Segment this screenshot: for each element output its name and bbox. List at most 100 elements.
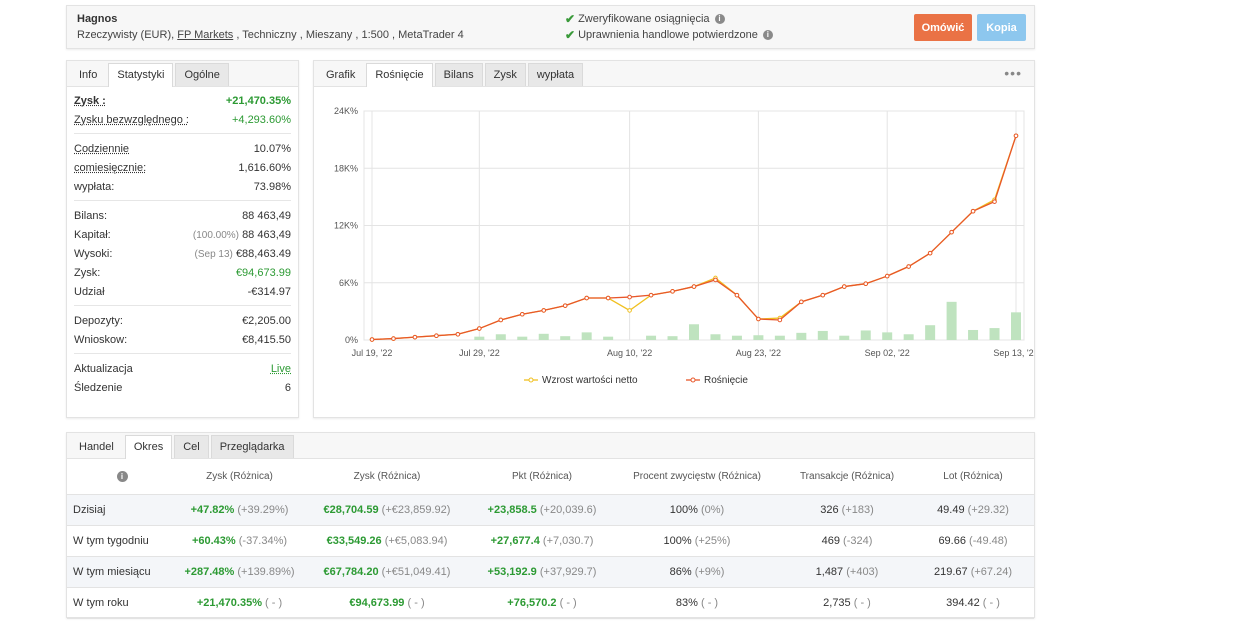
cell: 394.42 ( - ) [912,587,1034,619]
table-row-this-month: W tym miesiącu +287.48% (+139.89%) €67,784… [67,556,1034,588]
stat-label: Depozyty: [74,314,123,327]
col-trades: Transakcje (Różnica) [782,460,912,495]
stat-value: €94,673.99 [235,266,291,279]
info-icon[interactable]: i [762,30,773,40]
bar [560,336,571,340]
account-meta: Rzeczywisty (EUR), FP Markets , Technicz… [77,29,464,41]
cell: 469 (-324) [782,525,912,557]
legend-marker [690,377,696,383]
cell-diff: ( - ) [265,596,283,609]
cell-diff: (+7,030.7) [542,534,594,547]
cell: +27,677.4 (+7,030.7) [472,525,612,557]
tab-growth[interactable]: Rośnięcie [366,63,433,87]
broker-link[interactable]: FP Markets [177,29,234,41]
stats-list: Zysk : +21,470.35% Zysku bezwzględnego : +… [74,91,291,397]
cell-value: 469 [821,534,840,547]
cell: €67,784.20 (+€51,049.41) [302,556,472,588]
stat-value: €88,463.49 [235,247,291,260]
cell-diff: (-324) [843,534,873,547]
stat-interest: Udział -€314.97 [74,282,291,301]
copy-button[interactable]: Kopia [977,14,1026,41]
bar [860,330,871,340]
tab-periods[interactable]: Okres [124,435,173,459]
stat-label[interactable]: Zysku bezwzględnego : [74,113,189,126]
cell-diff: ( - ) [853,596,871,609]
data-point [841,284,847,289]
row-label: W tym miesiącu [67,556,177,588]
stat-drawdown: wypłata: 73.98% [74,177,291,196]
y-tick-label: 6K% [339,278,358,288]
stat-label[interactable]: comiesięcznie: [74,161,147,174]
bar [538,333,549,340]
tab-goals[interactable]: Cel [174,435,209,458]
cell-diff: (0%) [700,503,725,516]
cell-diff: (+29.32) [967,503,1009,516]
data-point [949,229,954,235]
legend-marker [528,377,534,383]
stat-label[interactable]: Codziennie [74,142,130,155]
stat-value: 73.98% [253,180,291,193]
cell-diff: (+37,929.7) [539,565,597,578]
y-tick-label: 0% [345,335,358,345]
cell: 100% (0%) [612,494,782,526]
table-row-this-week: W tym tygodniu +60.43% (-37.34%) €33,549.2… [67,525,1034,557]
stat-sub: (100.00%) [192,229,239,241]
info-icon[interactable]: i [116,471,128,483]
discuss-button[interactable]: Omówić [914,14,972,41]
tab-browser[interactable]: Przeglądarka [210,435,294,458]
stat-label: Kapitał: [74,228,111,241]
data-point [498,317,504,323]
bar [774,335,785,340]
info-icon[interactable]: i [714,14,725,24]
stat-value: +4,293.60% [231,113,291,126]
data-point [391,336,396,341]
bar [474,336,485,340]
cell-value: 394.42 [946,596,980,609]
legend-label: Rośnięcie [704,375,748,386]
cell-diff: ( - ) [700,596,719,609]
bar [646,335,657,340]
cell-diff: ( - ) [559,596,577,609]
cell-value: 2,735 [823,596,851,609]
cell-value: €94,673.99 [349,596,405,609]
bar [731,335,742,340]
periods-table: i Zysk (Różnica) Zysk (Różnica) Pkt (Róż… [67,460,1034,619]
stat-updated: Aktualizacja Live [74,359,291,378]
stat-value: -€314.97 [247,285,291,298]
cell: 100% (+25%) [612,525,782,557]
cell-diff: (+20,039.6) [539,503,597,516]
cell: +23,858.5 (+20,039.6) [472,494,612,526]
live-link[interactable]: Live [270,362,291,375]
tab-drawdown[interactable]: wypłata [527,63,584,86]
col-lots: Lot (Różnica) [912,460,1034,495]
cell-value: 1,487 [815,565,844,578]
cell-value: 83% [675,596,698,609]
bar [817,330,828,340]
stat-monthly: comiesięcznie: 1,616.60% [74,158,291,177]
cell: +53,192.9 (+37,929.7) [472,556,612,588]
stat-label[interactable]: Zysk : [74,94,106,107]
tab-profit[interactable]: Zysk [484,63,526,86]
cell: 326 (+183) [782,494,912,526]
stat-label: wypłata: [74,180,115,193]
privileges-label: Uprawnienia handlowe potwierdzone [578,29,758,41]
tab-info[interactable]: Info [79,69,98,81]
bar [581,332,592,340]
cell-value: 326 [820,503,839,516]
stat-value: 10.07% [253,142,291,155]
cell: 86% (+9%) [612,556,782,588]
tab-general[interactable]: Ogólne [175,63,229,86]
stat-value: 88 463,49 [242,228,291,241]
tab-chart[interactable]: Grafik [326,69,356,81]
data-point [799,299,804,305]
cell-value: +21,470.35% [196,596,262,609]
cell: 1,487 (+403) [782,556,912,588]
cell-diff: (+139.89%) [237,565,295,578]
tab-trades[interactable]: Handel [79,441,114,453]
more-icon[interactable]: ••• [1004,65,1022,81]
tab-statistics[interactable]: Statystyki [108,63,174,87]
y-tick-label: 18K% [334,163,358,173]
x-tick-label: Sep 13, '22 [993,348,1034,358]
verified-label: Zweryfikowane osiągnięcia [578,13,710,25]
tab-balance[interactable]: Bilans [434,63,483,86]
